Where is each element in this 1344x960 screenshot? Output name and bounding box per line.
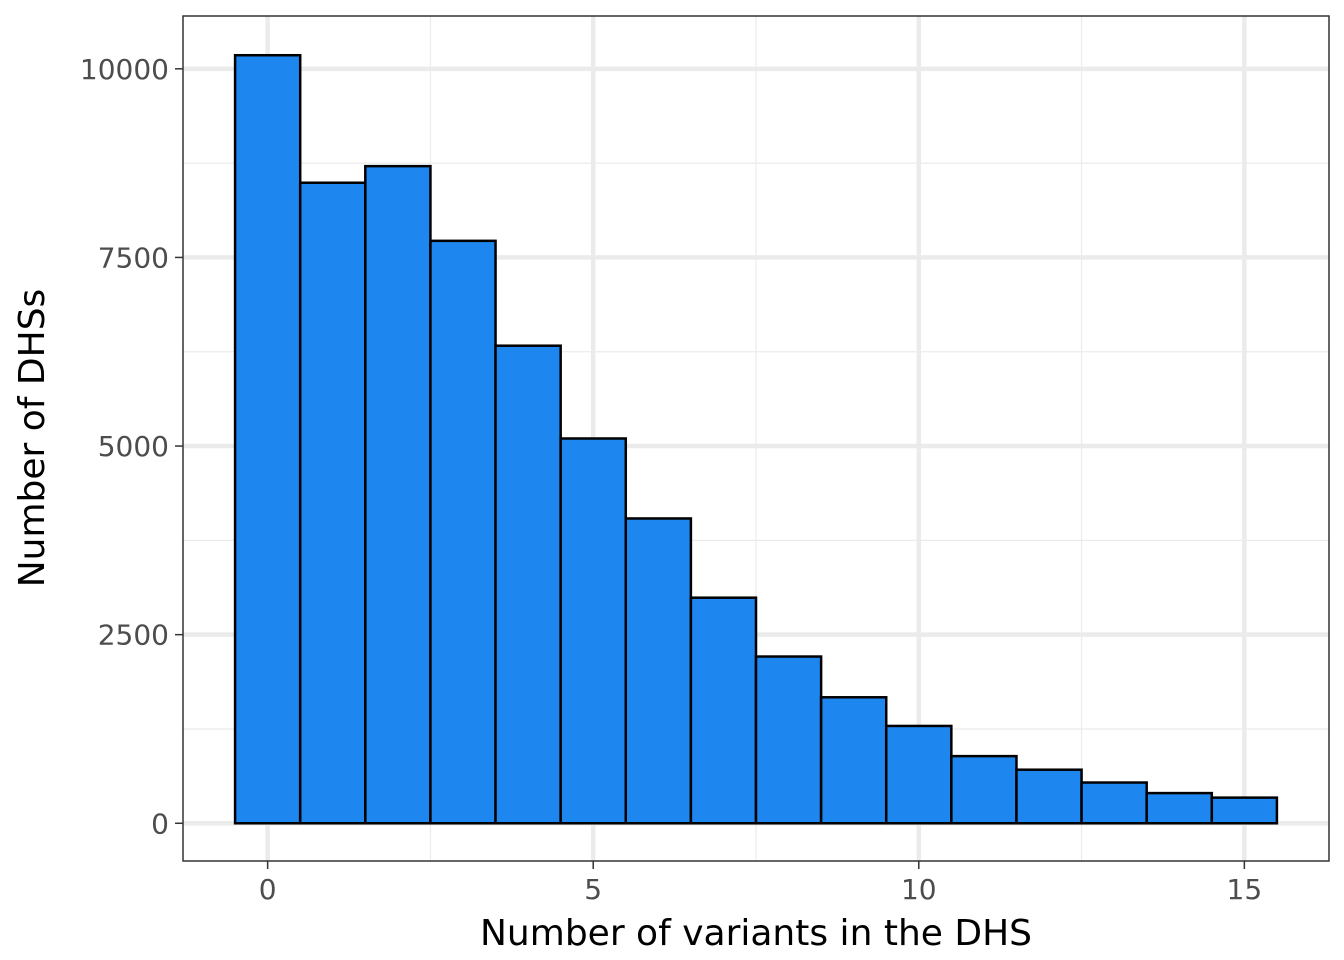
- histogram-bar: [950, 754, 1018, 825]
- y-tick-label: 7500: [98, 241, 169, 274]
- histogram-bar: [1015, 768, 1083, 825]
- histogram-bar: [1080, 781, 1148, 825]
- histogram-bar: [364, 164, 432, 825]
- y-tick-label: 2500: [98, 619, 169, 652]
- x-tick-label: 0: [259, 873, 277, 906]
- y-axis-title: Number of DHSs: [12, 289, 53, 588]
- histogram-bar: [754, 655, 823, 825]
- histogram-bar: [1145, 791, 1214, 825]
- y-tick-label: 5000: [98, 430, 169, 463]
- histogram-bar: [819, 696, 888, 825]
- histogram-bar: [884, 724, 953, 825]
- x-tick-label: 10: [901, 873, 937, 906]
- histogram-bar: [689, 596, 758, 825]
- histogram-bar: [1210, 796, 1279, 825]
- y-tick-label: 0: [151, 807, 169, 840]
- histogram-bar: [429, 239, 497, 825]
- x-tick-label: 5: [584, 873, 602, 906]
- bars: [233, 53, 1279, 825]
- axis-ticks: [175, 68, 1246, 869]
- histogram-bar: [624, 517, 693, 825]
- y-tick-label: 10000: [80, 53, 169, 86]
- tick-labels: 0 5 10 15 0 2500 5000 7500 10000: [80, 53, 1262, 906]
- x-tick-label: 15: [1227, 873, 1263, 906]
- histogram-bar: [559, 437, 628, 825]
- histogram-bar: [494, 344, 562, 825]
- x-axis-title: Number of variants in the DHS: [480, 913, 1032, 954]
- histogram-bar: [298, 181, 367, 825]
- histogram-bar: [233, 53, 302, 825]
- panel-border: [182, 15, 1330, 862]
